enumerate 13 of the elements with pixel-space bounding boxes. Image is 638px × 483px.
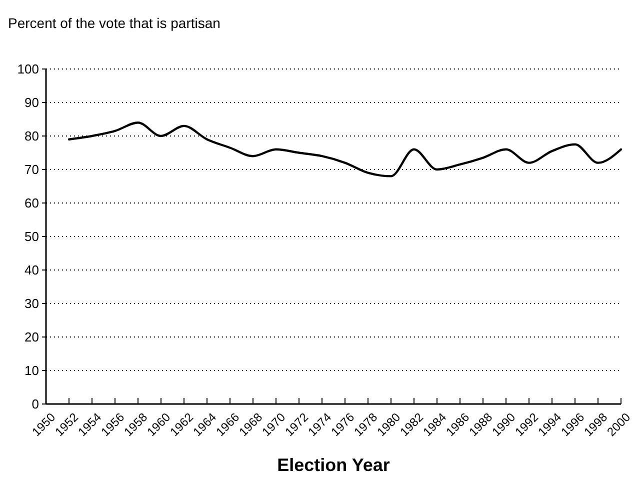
- y-axis-title: Percent of the vote that is partisan: [8, 15, 220, 32]
- y-tick-label: 70: [24, 162, 39, 178]
- y-tick-label: 90: [24, 95, 39, 110]
- y-tick-label: 20: [24, 330, 39, 345]
- y-tick-label: 30: [24, 296, 39, 312]
- y-tick-label: 100: [17, 62, 39, 77]
- y-tick-label: 80: [24, 128, 39, 144]
- y-tick-label: 0: [32, 396, 39, 412]
- y-tick-label: 10: [24, 363, 39, 378]
- y-tick-label: 60: [24, 196, 39, 211]
- y-tick-label: 40: [24, 262, 39, 278]
- x-axis-title: Election Year: [277, 455, 390, 475]
- y-tick-label: 50: [24, 229, 39, 244]
